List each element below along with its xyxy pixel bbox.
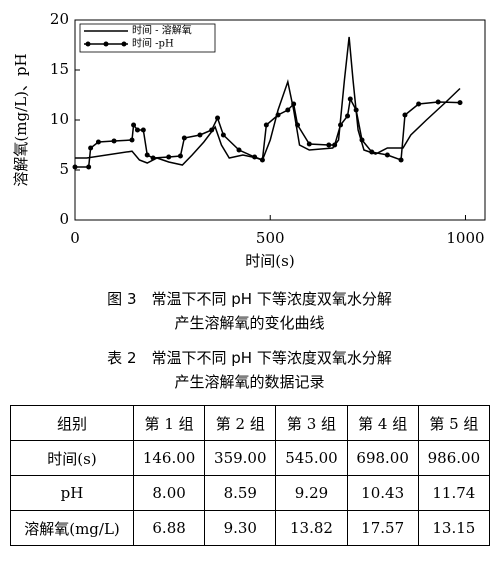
- data-point: [134, 127, 140, 133]
- data-point: [353, 107, 359, 113]
- data-point: [252, 154, 258, 160]
- y-tick-label: 15: [50, 60, 69, 78]
- table-row: 时间(s) 146.00 359.00 545.00 698.00 986.00: [10, 440, 491, 476]
- data-point: [263, 122, 269, 128]
- data-point: [338, 122, 344, 128]
- data-point: [209, 127, 215, 133]
- x-tick-label: 0: [70, 229, 80, 247]
- data-point: [236, 147, 242, 153]
- data-point: [220, 132, 226, 138]
- legend-marker: [103, 41, 109, 47]
- legend-label: 时间 - 溶解氧: [132, 24, 192, 37]
- data-point: [285, 107, 291, 113]
- data-point: [144, 152, 150, 158]
- legend-box: [79, 23, 216, 53]
- data-point: [86, 164, 92, 170]
- data-point: [197, 132, 203, 138]
- table-cell: 9.29: [275, 475, 348, 511]
- data-point: [181, 135, 187, 141]
- table-cell: 698.00: [346, 440, 419, 476]
- data-point: [345, 113, 351, 119]
- table-cell: 第 5 组: [417, 405, 491, 441]
- data-point: [384, 152, 390, 158]
- data-point: [398, 157, 404, 163]
- table-cell: pH: [10, 475, 134, 511]
- table-cell: 9.30: [204, 510, 277, 546]
- figure-caption: 产生溶解氧的变化曲线: [174, 314, 325, 332]
- data-point: [359, 137, 365, 143]
- data-point: [435, 99, 441, 105]
- data-point: [402, 112, 408, 118]
- table-cell: 359.00: [204, 440, 277, 476]
- table-cell: 986.00: [417, 440, 491, 476]
- data-point: [259, 157, 265, 163]
- table-cell: 11.74: [417, 475, 491, 511]
- table-cell: 第 1 组: [132, 405, 206, 441]
- data-point: [326, 142, 332, 148]
- x-tick-label: 1000: [446, 229, 484, 247]
- table-row: 溶解氧(mg/L) 6.88 9.30 13.82 17.57 13.15: [10, 510, 491, 546]
- data-point: [332, 142, 338, 148]
- x-tick-label: 500: [256, 229, 285, 247]
- data-point: [369, 149, 375, 155]
- data-point: [347, 96, 353, 102]
- y-axis-label: 溶解氧(mg/L)、pH: [12, 53, 30, 186]
- table-cell: 第 4 组: [346, 405, 419, 441]
- table-cell: 146.00: [132, 440, 206, 476]
- y-tick-label: 0: [59, 210, 69, 228]
- data-point: [275, 112, 281, 118]
- table-cell: 8.00: [132, 475, 206, 511]
- data-point: [416, 101, 422, 107]
- data-point: [129, 137, 135, 143]
- legend-label: 时间 -pH: [132, 37, 174, 50]
- data-point: [215, 115, 221, 121]
- table-cell: 第 2 组: [204, 405, 277, 441]
- legend-marker: [121, 41, 127, 47]
- data-line: [75, 96, 461, 168]
- data-point: [88, 145, 94, 151]
- table-row: 组别第 1 组第 2 组第 3 组第 4 组第 5 组: [10, 405, 491, 441]
- data-point: [150, 155, 156, 161]
- data-point: [306, 141, 312, 147]
- table-cell: 13.82: [275, 510, 348, 546]
- figure-caption: 图 3 常温下不同 pH 下等浓度双氧水分解: [107, 290, 392, 308]
- data-table: 组别第 1 组第 2 组第 3 组第 4 组第 5 组时间(s) 146.00 35…: [10, 405, 491, 546]
- table-cell: 8.59: [204, 475, 277, 511]
- data-point: [291, 101, 297, 107]
- chart: 时间(s) 溶解氧(mg/L)、pH 0 500 1000 0 5 10 15 20 时间 - …: [12, 10, 486, 270]
- table-cell: 6.88: [132, 510, 206, 546]
- data-point: [457, 100, 463, 106]
- data-point: [295, 122, 301, 128]
- table-caption: 产生溶解氧的数据记录: [174, 373, 325, 391]
- table-row: pH 8.00 8.59 9.29 10.43 11.74: [10, 475, 491, 511]
- data-point: [95, 139, 101, 145]
- data-point: [140, 127, 146, 133]
- y-tick-label: 10: [50, 110, 69, 128]
- table-cell: 组别: [10, 405, 134, 441]
- table-cell: 545.00: [275, 440, 348, 476]
- table-cell: 溶解氧(mg/L): [10, 510, 134, 546]
- y-tick-label: 5: [59, 160, 69, 178]
- table-cell: 第 3 组: [275, 405, 348, 441]
- y-tick-label: 20: [50, 10, 69, 28]
- data-point: [72, 164, 78, 170]
- table-cell: 时间(s): [10, 440, 134, 476]
- table-caption: 表 2 常温下不同 pH 下等浓度双氧水分解: [107, 349, 392, 367]
- x-axis-label: 时间(s): [245, 252, 294, 270]
- data-point: [111, 138, 117, 144]
- data-point: [177, 153, 183, 159]
- table-cell: 13.15: [417, 510, 491, 546]
- legend-marker: [85, 41, 91, 47]
- data-point: [131, 122, 137, 128]
- table-cell: 17.57: [346, 510, 419, 546]
- table-cell: 10.43: [346, 475, 419, 511]
- data-point: [166, 154, 172, 160]
